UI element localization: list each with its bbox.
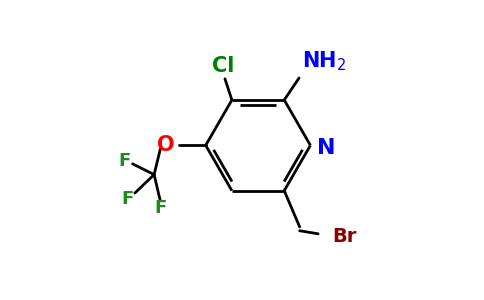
Text: O: O — [157, 135, 175, 155]
Text: F: F — [119, 152, 131, 170]
Text: F: F — [154, 200, 166, 217]
Text: Br: Br — [332, 227, 356, 246]
Text: NH$_2$: NH$_2$ — [302, 49, 347, 73]
Text: N: N — [317, 138, 335, 158]
Text: F: F — [121, 190, 133, 208]
Text: Cl: Cl — [212, 56, 235, 76]
